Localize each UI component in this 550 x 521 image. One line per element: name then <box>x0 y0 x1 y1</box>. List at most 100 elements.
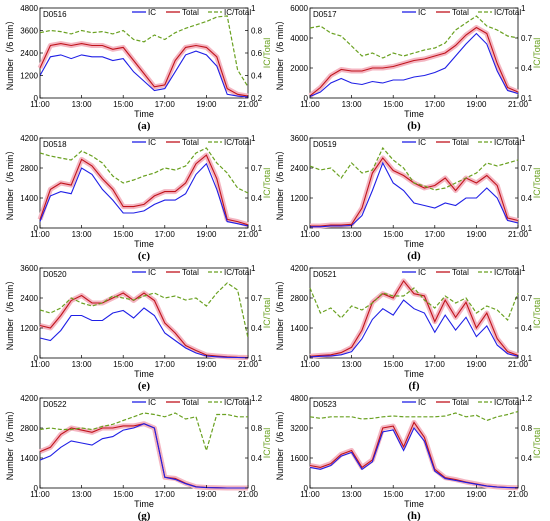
y-tick-label: 2400 <box>20 49 38 58</box>
y2-tick-label: 0.2 <box>251 94 263 103</box>
x-tick-label: 13:00 <box>342 360 363 369</box>
y2-tick-label: 0.4 <box>251 194 263 203</box>
x-tick-label: 13:00 <box>342 100 363 109</box>
y-tick-label: 2400 <box>290 164 308 173</box>
y2-tick-label: 0.1 <box>521 224 533 233</box>
chart-panel-d0523: 0 1600 3200 4800 0 0.4 0.8 1.2 11:00 13:00 15:00 17… <box>275 394 542 521</box>
chart-panel-d0521: 0 1400 2800 4200 0.1 0.4 0.7 1 11:00 13:00 15:00 17… <box>275 264 542 392</box>
panel-label: D0523 <box>313 400 337 409</box>
legend-label-total: Total <box>182 8 199 17</box>
legend-label-total: Total <box>452 138 469 147</box>
x-tick-label: 13:00 <box>342 230 363 239</box>
y-tick-label: 4200 <box>20 394 38 403</box>
x-axis-label: Time <box>404 239 424 249</box>
plot-frame <box>39 137 249 229</box>
legend-label-ratio: IC/Total <box>494 8 521 17</box>
panel-label: D0518 <box>43 140 67 149</box>
y2-tick-label: 0.4 <box>521 454 533 463</box>
panel-label: D0520 <box>43 270 67 279</box>
ic-line <box>39 162 249 227</box>
y-tick-label: 1400 <box>20 454 38 463</box>
legend-label-total: Total <box>452 8 469 17</box>
y2-tick-label: 0 <box>521 484 526 493</box>
y-tick-label: 2800 <box>20 424 38 433</box>
y2-tick-label: 0.7 <box>521 294 533 303</box>
total-band-line <box>309 419 519 491</box>
y2-tick-label: 0.7 <box>521 34 533 43</box>
chart-panel-d0517: 0 2000 4000 6000 0.1 0.4 0.7 1 11:00 13:00 15:00 17… <box>275 4 542 132</box>
ic-total-ratio-line <box>39 147 249 194</box>
legend-label-ic: IC <box>148 8 156 17</box>
series-group <box>39 412 248 491</box>
series-group <box>39 282 249 360</box>
y2-axis-label: IC/Total <box>262 428 272 459</box>
total-line <box>309 279 519 357</box>
y-tick-label: 3600 <box>20 27 38 36</box>
y-tick-label: 6000 <box>290 4 308 13</box>
legend-label-ratio: IC/Total <box>494 138 521 147</box>
y-tick-label: 3600 <box>290 134 308 143</box>
plot-frame <box>39 267 249 359</box>
total-line <box>39 292 249 359</box>
y2-tick-label: 1 <box>521 4 526 13</box>
plot-frame <box>309 7 519 99</box>
y2-tick-label: 0.8 <box>251 424 263 433</box>
legend: IC Total IC/Total <box>402 268 521 277</box>
legend-label-total: Total <box>452 268 469 277</box>
panel-label: D0521 <box>313 270 337 279</box>
y2-tick-label: 1 <box>251 264 256 273</box>
legend-label-ratio: IC/Total <box>224 268 251 277</box>
y2-tick-label: 0.4 <box>251 454 263 463</box>
y-axis-label: Number（/6 min） <box>5 16 15 91</box>
x-tick-label: 15:00 <box>113 490 134 499</box>
x-tick-label: 19:00 <box>466 100 487 109</box>
y2-tick-label: 0.1 <box>251 354 263 363</box>
legend: IC Total IC/Total <box>132 268 251 277</box>
ic-line <box>39 50 249 98</box>
y-tick-label: 2400 <box>20 294 38 303</box>
y-tick-label: 1600 <box>290 454 308 463</box>
y2-tick-label: 0.7 <box>251 164 263 173</box>
total-line <box>39 423 248 489</box>
series-group <box>37 15 249 99</box>
ic-line <box>310 161 519 228</box>
total-line <box>309 26 519 97</box>
y2-axis-label: IC/Total <box>532 298 542 329</box>
y-tick-label: 2000 <box>290 64 308 73</box>
x-tick-label: 19:00 <box>466 360 487 369</box>
x-tick-label: 21:00 <box>508 100 529 109</box>
y2-axis-label: IC/Total <box>532 38 542 69</box>
y-tick-label: 2800 <box>290 294 308 303</box>
x-tick-label: 17:00 <box>155 490 176 499</box>
y2-tick-label: 1.2 <box>251 394 263 403</box>
plot-frame <box>39 7 249 99</box>
legend-label-ic: IC <box>148 268 156 277</box>
series-group <box>309 146 519 229</box>
y2-tick-label: 1 <box>251 4 256 13</box>
x-tick-label: 11:00 <box>300 360 320 369</box>
y-tick-label: 1200 <box>20 324 38 333</box>
x-tick-label: 15:00 <box>383 100 404 109</box>
total-band-line <box>309 278 519 359</box>
total-band-line <box>39 421 248 491</box>
panel-label: D0522 <box>43 400 67 409</box>
panel-label: D0519 <box>313 140 337 149</box>
x-tick-label: 11:00 <box>300 230 320 239</box>
legend: IC Total IC/Total <box>402 398 521 407</box>
y2-tick-label: 0.1 <box>521 94 533 103</box>
x-tick-label: 13:00 <box>72 230 93 239</box>
y-tick-label: 0 <box>304 354 309 363</box>
x-tick-label: 19:00 <box>466 490 487 499</box>
x-axis-label: Time <box>134 499 154 509</box>
panel-caption: (c) <box>138 250 151 262</box>
x-tick-label: 17:00 <box>425 100 446 109</box>
x-tick-label: 13:00 <box>72 360 93 369</box>
x-tick-label: 11:00 <box>30 360 50 369</box>
panel-label: D0517 <box>313 10 337 19</box>
plot-frame <box>309 397 519 489</box>
y-axis-label: Number（/6 min） <box>275 16 285 91</box>
y-tick-label: 0 <box>304 94 309 103</box>
y2-axis-label: IC/Total <box>262 168 272 199</box>
x-tick-label: 17:00 <box>425 230 446 239</box>
chart-panel-d0520: 0 1200 2400 3600 0.1 0.4 0.7 1 11:00 13:00 15:00 17… <box>5 264 272 392</box>
